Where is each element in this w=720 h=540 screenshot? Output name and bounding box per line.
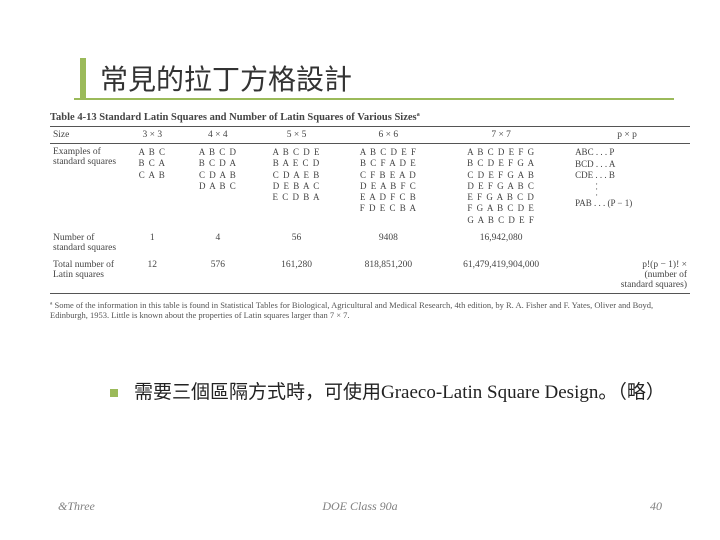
examples-row: Examples of standard squares A B C B C A…: [50, 146, 690, 227]
sqp-r1: ABC . . . P: [567, 147, 687, 159]
sq7-r4: D E F G A B C: [441, 181, 561, 192]
tot-p-1: p!(p − 1)! ×: [642, 260, 687, 270]
col-pxp: p × p: [564, 129, 690, 141]
tot-7: 61,479,419,904,000: [438, 254, 564, 291]
nstd-6: 9408: [339, 227, 439, 254]
table-bottom-rule: [50, 293, 690, 294]
sq7-r5: E F G A B C D: [441, 192, 561, 203]
sq5-r5: E C D B A: [258, 192, 336, 203]
col-6x6: 6 × 6: [339, 129, 439, 141]
header-accent-bar: [80, 58, 86, 98]
table-top-rule: [50, 126, 690, 127]
size-label: Size: [50, 129, 123, 141]
sq3-r3: C A B: [126, 170, 178, 181]
sq4-r4: D A B C: [184, 181, 251, 192]
sq7-r7: G A B C D E F: [441, 215, 561, 226]
tot-p: p!(p − 1)! × (number of standard squares…: [564, 254, 690, 291]
sq6-r1: A B C D E F: [342, 147, 436, 158]
num-std-label: Number of standard squares: [50, 227, 123, 254]
nstd-5: 56: [255, 227, 339, 254]
latin-squares-table: Table 4-13 Standard Latin Squares and Nu…: [50, 112, 690, 321]
nstd-3: 1: [123, 227, 181, 254]
sqp-vdots: ···: [567, 182, 687, 198]
examples-label-1: Examples of: [53, 147, 101, 157]
square-3: A B C B C A C A B: [123, 146, 181, 227]
sq7-r1: A B C D E F G: [441, 147, 561, 158]
slide-title: 常見的拉丁方格設計: [100, 58, 352, 98]
nstd-4: 4: [181, 227, 254, 254]
square-4: A B C D B C D A C D A B D A B C: [181, 146, 254, 227]
slide-header: 常見的拉丁方格設計: [80, 58, 352, 98]
nstd-7: 16,942,080: [438, 227, 564, 254]
sq3-r1: A B C: [126, 147, 178, 158]
table-header-row: Size 3 × 3 4 × 4 5 × 5 6 × 6 7 × 7 p × p: [50, 129, 690, 141]
num-std-row: Number of standard squares 1 4 56 9408 1…: [50, 227, 690, 254]
table-mid-rule-1: [50, 143, 690, 144]
sqp-r2: BCD . . . A: [567, 159, 687, 171]
sqp-last: PAB . . . (P − 1): [567, 198, 687, 210]
sq7-r3: C D E F G A B: [441, 170, 561, 181]
header-underline: [74, 98, 674, 100]
nstd-p: [564, 227, 690, 254]
tot-3: 12: [123, 254, 181, 291]
table-caption: Table 4-13 Standard Latin Squares and Nu…: [50, 112, 690, 123]
footer-page-number: 40: [650, 499, 662, 514]
total-label-2: Latin squares: [53, 270, 104, 280]
tot-p-3: standard squares): [621, 280, 687, 290]
sq4-r1: A B C D: [184, 147, 251, 158]
col-3x3: 3 × 3: [123, 129, 181, 141]
sq5-r4: D E B A C: [258, 181, 336, 192]
num-std-label-2: standard squares: [53, 243, 116, 253]
sq6-r3: C F B E A D: [342, 170, 436, 181]
sq7-r2: B C D E F G A: [441, 158, 561, 169]
tot-5: 161,280: [255, 254, 339, 291]
bullet-item: 需要三個區隔方式時，可使用Graeco-Latin Square Design。…: [110, 380, 670, 407]
sq6-r4: D E A B F C: [342, 181, 436, 192]
square-7: A B C D E F G B C D E F G A C D E F G A …: [438, 146, 564, 227]
bullet-square-icon: [110, 389, 118, 397]
sq7-r6: F G A B C D E: [441, 203, 561, 214]
sq4-r3: C D A B: [184, 170, 251, 181]
tot-6: 818,851,200: [339, 254, 439, 291]
col-5x5: 5 × 5: [255, 129, 339, 141]
table-footnote: ª Some of the information in this table …: [50, 300, 690, 321]
square-6: A B C D E F B C F A D E C F B E A D D E …: [339, 146, 439, 227]
col-7x7: 7 × 7: [438, 129, 564, 141]
sq3-r2: B C A: [126, 158, 178, 169]
sq4-r2: B C D A: [184, 158, 251, 169]
examples-label: Examples of standard squares: [50, 146, 123, 227]
sq5-r1: A B C D E: [258, 147, 336, 158]
num-std-label-1: Number of: [53, 233, 94, 243]
col-4x4: 4 × 4: [181, 129, 254, 141]
sq6-r2: B C F A D E: [342, 158, 436, 169]
sq6-r5: E A D F C B: [342, 192, 436, 203]
sq5-r2: B A E C D: [258, 158, 336, 169]
total-label: Total number of Latin squares: [50, 254, 123, 291]
total-row: Total number of Latin squares 12 576 161…: [50, 254, 690, 291]
tot-p-2: (number of: [645, 270, 687, 280]
tot-4: 576: [181, 254, 254, 291]
bullet-text: 需要三個區隔方式時，可使用Graeco-Latin Square Design。…: [134, 380, 665, 407]
square-5: A B C D E B A E C D C D A E B D E B A C …: [255, 146, 339, 227]
square-p: ABC . . . P BCD . . . A CDE . . . B ··· …: [564, 146, 690, 227]
sq5-r3: C D A E B: [258, 170, 336, 181]
sqp-r3: CDE . . . B: [567, 170, 687, 182]
examples-label-2: standard squares: [53, 157, 116, 167]
footer-center: DOE Class 90a: [0, 499, 720, 514]
sq6-r6: F D E C B A: [342, 203, 436, 214]
total-label-1: Total number of: [53, 260, 114, 270]
